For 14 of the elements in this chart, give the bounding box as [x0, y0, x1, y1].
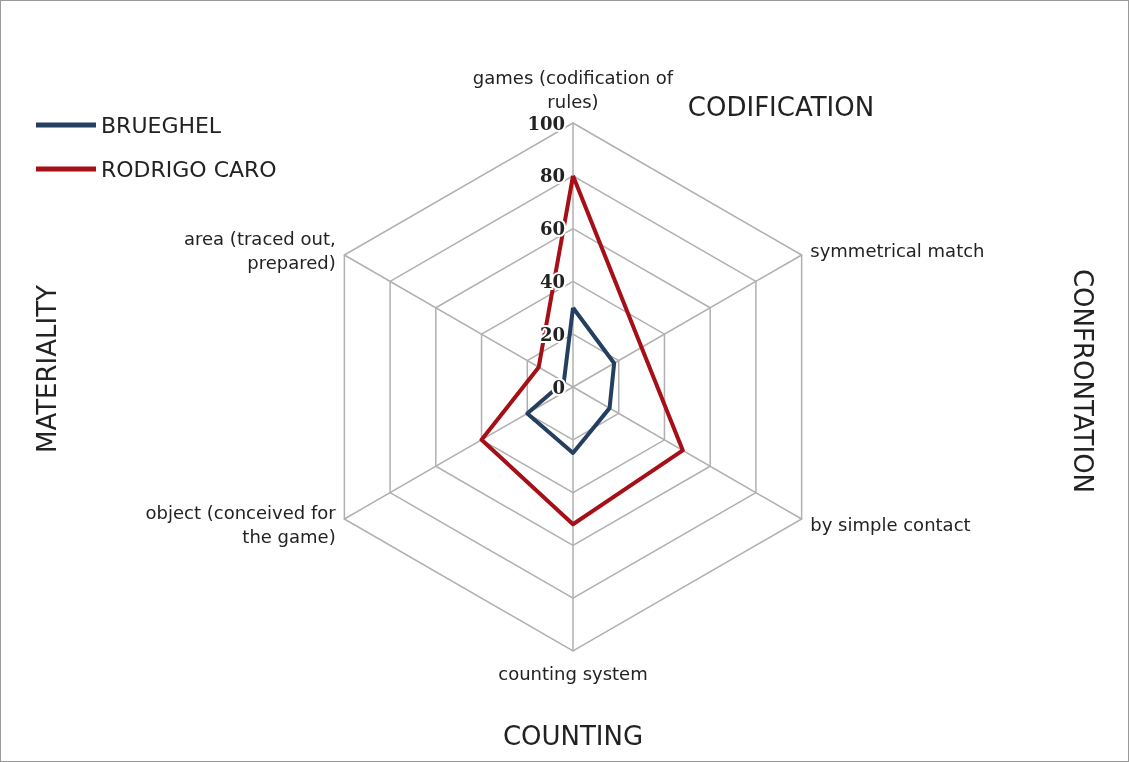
spoke-label: games (codification of rules): [472, 66, 674, 112]
y-tick-label: 80: [539, 165, 565, 187]
spoke-label: by simple contact: [810, 513, 971, 535]
text: CODIFICATION: [687, 92, 875, 122]
spoke-label: object (conceived for the game): [145, 501, 337, 547]
text: MATERIALITY: [32, 284, 62, 453]
spoke-label: area (traced out, prepared): [184, 227, 336, 273]
text: CONFRONTATION: [1068, 268, 1098, 494]
text: COUNTING: [502, 721, 644, 751]
spoke-label: symmetrical match: [810, 239, 985, 261]
y-tick-label: 100: [527, 112, 565, 134]
spoke-label: counting system: [498, 662, 648, 684]
legend-label: RODRIGO CARO: [101, 156, 277, 182]
legend-label: BRUEGHEL: [101, 112, 222, 138]
